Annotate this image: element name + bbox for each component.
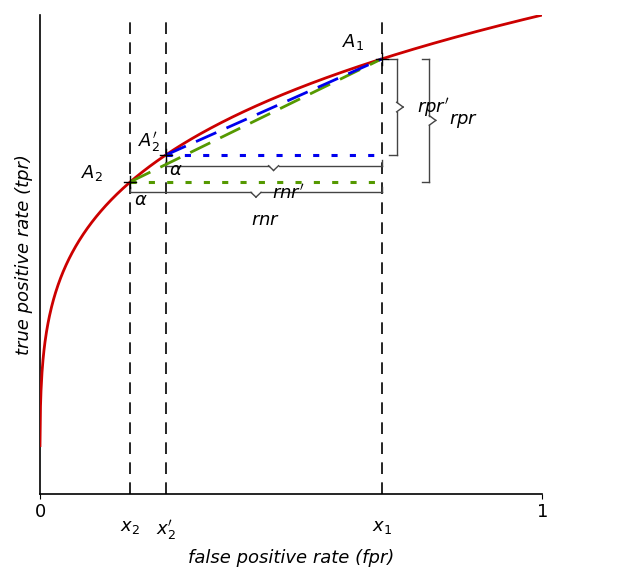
Text: $x_1$: $x_1$ <box>372 519 392 537</box>
Text: $rpr'$: $rpr'$ <box>417 95 449 119</box>
Text: $x_2'$: $x_2'$ <box>156 519 175 542</box>
Text: $rnr$: $rnr$ <box>252 211 280 229</box>
Y-axis label: true positive rate (tpr): true positive rate (tpr) <box>15 154 33 354</box>
Text: $rpr$: $rpr$ <box>449 111 479 130</box>
Text: $\alpha$: $\alpha$ <box>134 191 148 209</box>
Text: $A_2'$: $A_2'$ <box>138 130 161 154</box>
Text: $rnr'$: $rnr'$ <box>273 184 305 203</box>
Text: $\alpha$: $\alpha$ <box>168 161 182 179</box>
Text: $A_2$: $A_2$ <box>81 163 103 183</box>
X-axis label: false positive rate (fpr): false positive rate (fpr) <box>188 549 394 567</box>
Text: $A_1$: $A_1$ <box>342 32 364 52</box>
Text: $x_2$: $x_2$ <box>120 519 140 537</box>
